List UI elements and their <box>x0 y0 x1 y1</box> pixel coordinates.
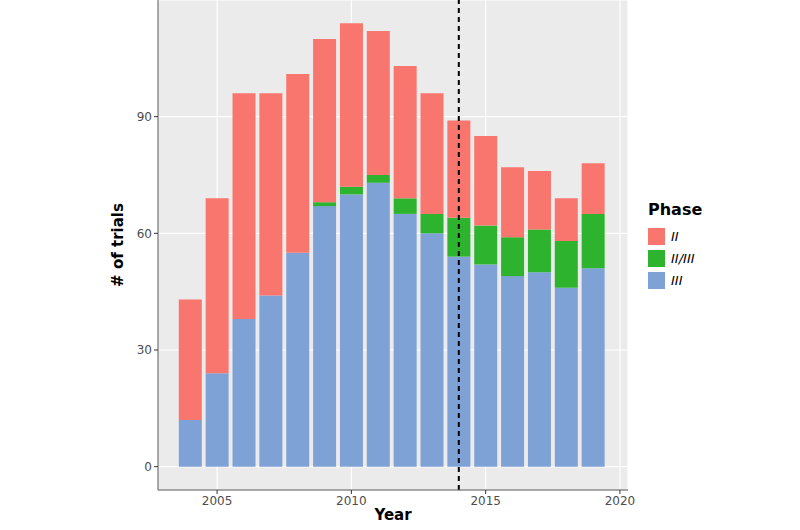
svg-text:2020: 2020 <box>605 494 636 508</box>
svg-text:2015: 2015 <box>470 494 501 508</box>
svg-text:30: 30 <box>137 343 152 357</box>
html-text:Phase: Phase <box>648 200 703 219</box>
html-text:II/III: II/III <box>671 250 695 266</box>
html-text:III: III <box>671 272 683 288</box>
svg-text:2005: 2005 <box>202 494 233 508</box>
svg-text:# of trials: # of trials <box>109 203 127 287</box>
svg-text:60: 60 <box>137 227 152 241</box>
svg-text:2010: 2010 <box>336 494 367 508</box>
html-text:II: II <box>671 228 679 244</box>
svg-text:Year: Year <box>373 506 412 524</box>
svg-text:0: 0 <box>144 460 152 474</box>
svg-text:90: 90 <box>137 110 152 124</box>
